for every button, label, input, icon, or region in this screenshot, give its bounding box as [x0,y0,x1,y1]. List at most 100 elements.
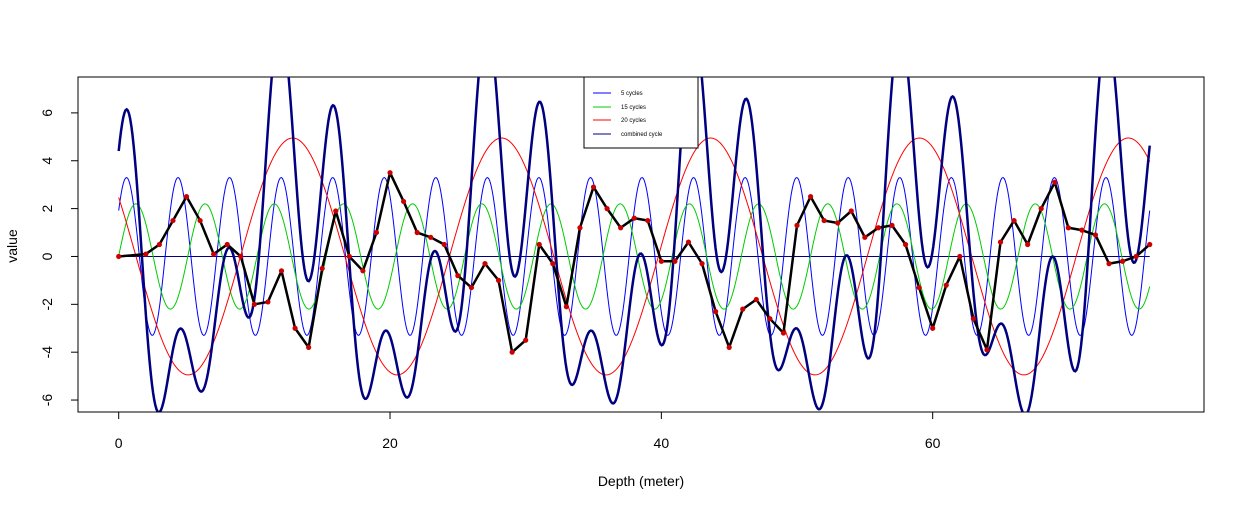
observed-signal-point [767,316,773,322]
observed-signal-point [631,215,637,221]
observed-signal-point [889,222,895,228]
series-line-20-cycles [118,137,1151,376]
observed-signal-point [726,344,732,350]
y-axis: -6 -4 -2 0 2 4 6 [39,109,79,407]
observed-signal-point [902,241,909,248]
observed-signal-point [1038,206,1044,212]
observed-signal-point [156,241,162,248]
observed-signal-point [713,308,719,315]
legend-label-combined-cycle: combined cycle [621,132,663,138]
legend-label-20-cycles: 20 cycles [621,118,646,124]
y-tick-label: -6 [39,394,55,407]
observed-signal-point [143,251,149,257]
observed-signal-point [170,217,176,224]
observed-signal-point [211,251,217,257]
observed-signal-point [672,258,678,264]
observed-signal-point [523,337,529,343]
observed-signal-point [645,217,651,224]
x-tick-label: 60 [925,435,941,451]
observed-signal-point [224,241,230,248]
legend-label-5-cycles: 5 cycles [621,91,643,97]
series-line-15-cycles [118,203,1151,310]
x-tick-label: 40 [654,435,670,451]
legend-box [583,76,699,149]
observed-signal-point [346,253,352,260]
observed-signal-point [414,229,420,236]
observed-signal-point [400,198,407,205]
observed-signal-point [441,241,447,248]
observed-signal-point [943,282,949,288]
observed-signal-point [1025,241,1031,248]
observed-signal-point [319,265,325,272]
observed-signal-point [740,306,746,312]
observed-signal-point [509,349,515,355]
observed-signal-point [604,206,610,212]
x-tick-label: 20 [382,435,398,451]
y-tick-label: 0 [39,252,55,260]
observed-signal-point [862,234,868,240]
y-axis-title: value [4,229,20,263]
observed-signal-point [685,239,692,245]
observed-signal-point [1011,217,1017,224]
observed-signal-point [916,284,922,291]
observed-signal-point [197,217,203,224]
y-tick-label: -2 [39,298,55,311]
observed-signal-point [455,273,461,279]
observed-signal-point [373,229,380,236]
observed-signal-point [984,347,990,353]
observed-signal-point [753,296,759,303]
observed-signal-point [306,344,312,350]
observed-signal-point [699,261,705,267]
observed-signal-point [482,261,488,267]
observed-signal-point [387,170,393,176]
observed-signal-point [360,268,366,274]
observed-signal-point [1106,261,1112,267]
y-tick-label: 4 [39,157,55,165]
observed-signal-point [780,330,787,336]
observed-signal-point [835,220,841,226]
observed-signal-point [183,194,190,200]
observed-signal-point [495,277,502,283]
x-axis-title: Depth (meter) [598,473,684,489]
observed-signal-point [278,268,285,274]
y-tick-label: 6 [39,109,55,117]
y-tick-label: -4 [39,346,55,359]
observed-signal-point [821,217,827,224]
observed-signal-point [957,253,963,260]
observed-signal-point [970,316,976,322]
observed-signal-point [1052,179,1058,185]
y-tick-label: 2 [39,205,55,213]
observed-signal-point [1079,227,1085,233]
observed-signal-point [550,261,556,267]
observed-signal-point [468,284,475,291]
series-layer [116,77,1153,412]
observed-signal-point [875,225,882,231]
x-tick-label: 0 [115,435,123,451]
observed-signal-point [577,225,583,231]
observed-signal-point [1133,253,1139,260]
observed-signal-point [618,225,624,231]
observed-signal-point [563,304,569,310]
observed-signal-point [794,222,800,228]
observed-signal-point [590,184,597,190]
observed-signal-point [251,301,257,307]
observed-signal-point [536,241,542,248]
observed-signal-point [1092,232,1099,238]
observed-signal-point [292,325,298,331]
observed-signal-point [807,194,814,200]
x-axis: 0 20 40 60 [115,411,941,451]
observed-signal-point [658,258,664,264]
legend-label-15-cycles: 15 cycles [621,105,646,111]
observed-signal-point [930,325,936,331]
observed-signal-point [1147,241,1153,248]
observed-signal-point [997,239,1004,245]
observed-signal-point [1065,225,1071,231]
observed-signal-line [118,171,1151,354]
observed-signal-point [116,253,122,260]
observed-signal-point [848,208,854,214]
legend: 5 cycles 15 cycles 20 cycles combined cy… [583,76,699,149]
observed-signal-point [238,253,244,260]
observed-signal-point [1120,258,1126,264]
observed-signal-point [265,299,271,305]
